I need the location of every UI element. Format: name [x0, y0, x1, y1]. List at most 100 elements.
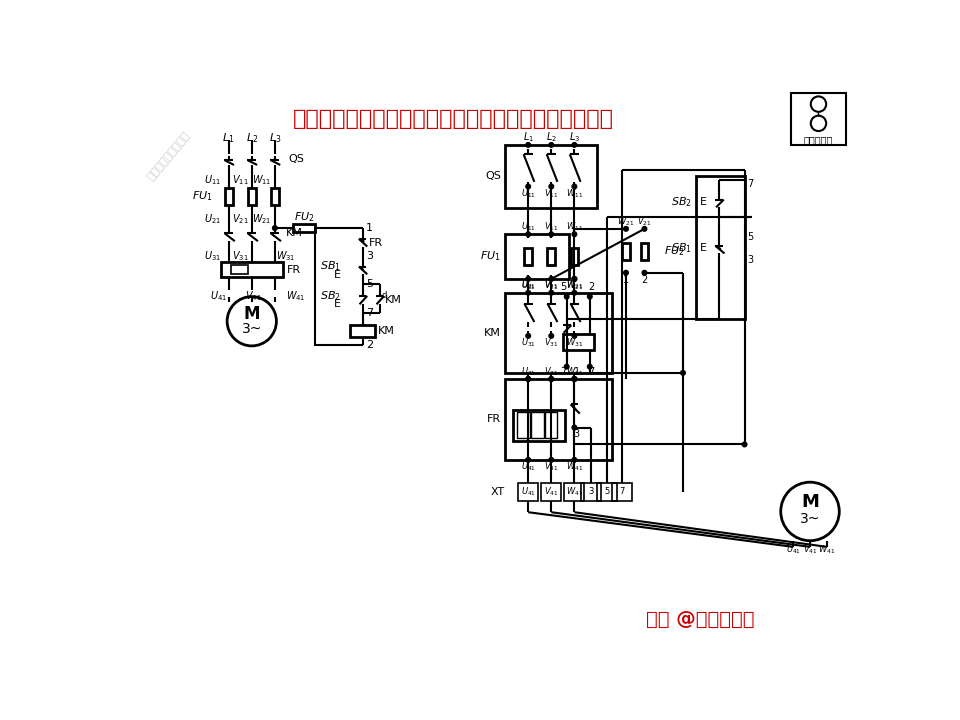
Circle shape: [811, 116, 827, 131]
Circle shape: [572, 377, 577, 382]
Text: E: E: [700, 197, 707, 207]
Text: KM: KM: [485, 328, 501, 338]
Text: $V_{31}$: $V_{31}$: [232, 249, 249, 263]
Text: 5: 5: [366, 279, 372, 289]
Bar: [541, 483, 562, 500]
Bar: [225, 188, 232, 205]
Bar: [294, 224, 315, 232]
Text: $W_{41}$: $W_{41}$: [818, 544, 835, 556]
Circle shape: [526, 457, 531, 462]
Text: $W_{41}$: $W_{41}$: [565, 461, 583, 473]
Text: $U_{11}$: $U_{11}$: [520, 220, 536, 233]
Text: $SB_1$: $SB_1$: [671, 241, 692, 255]
Text: E: E: [334, 270, 341, 280]
Bar: [612, 483, 632, 500]
Bar: [248, 188, 255, 205]
Text: $W_{21}$: $W_{21}$: [617, 216, 635, 228]
Circle shape: [811, 96, 827, 112]
Circle shape: [549, 377, 554, 382]
Text: $U_{21}$: $U_{21}$: [520, 279, 536, 292]
Text: $SB_1$: $SB_1$: [320, 260, 341, 274]
Text: $U_{41}$: $U_{41}$: [210, 289, 228, 302]
Bar: [622, 243, 630, 260]
Text: $W_{11}$: $W_{11}$: [565, 220, 583, 233]
Text: 3: 3: [574, 428, 580, 438]
Text: $W_{31}$: $W_{31}$: [276, 249, 296, 263]
Circle shape: [624, 227, 628, 231]
Bar: [564, 483, 585, 500]
Text: 7: 7: [366, 307, 372, 318]
Circle shape: [549, 232, 554, 237]
Circle shape: [526, 290, 531, 295]
Text: 3~: 3~: [800, 512, 820, 526]
Circle shape: [564, 294, 569, 299]
Text: $V_{21}$: $V_{21}$: [232, 212, 249, 226]
Circle shape: [549, 276, 554, 282]
Text: $L_2$: $L_2$: [246, 131, 258, 145]
Text: $V_{21}$: $V_{21}$: [544, 279, 559, 292]
Circle shape: [588, 364, 592, 369]
Text: M: M: [801, 493, 819, 511]
Text: $SB_2$: $SB_2$: [321, 289, 341, 302]
Text: XT: XT: [491, 487, 505, 497]
Bar: [505, 234, 569, 279]
Text: $W_{11}$: $W_{11}$: [565, 188, 583, 200]
Text: $W_{41}$: $W_{41}$: [565, 485, 583, 498]
Text: FR: FR: [369, 238, 383, 248]
Text: $V_{41}$: $V_{41}$: [544, 485, 559, 498]
Circle shape: [780, 482, 839, 541]
Circle shape: [549, 184, 554, 189]
Text: 三相异步电动机启停控制线路电气原理图和安装接线图: 三相异步电动机启停控制线路电气原理图和安装接线图: [293, 109, 614, 129]
Text: $U_{11}$: $U_{11}$: [204, 174, 221, 187]
Text: 7: 7: [619, 487, 625, 496]
Text: $U_{41}$: $U_{41}$: [520, 485, 536, 498]
Text: 7: 7: [560, 367, 566, 377]
Text: 5: 5: [747, 232, 753, 241]
Circle shape: [228, 297, 276, 346]
Bar: [505, 293, 612, 373]
Bar: [231, 265, 248, 274]
Text: $V_{11}$: $V_{11}$: [544, 220, 559, 233]
Bar: [221, 262, 282, 277]
Text: $L_1$: $L_1$: [522, 130, 534, 144]
Text: $L_3$: $L_3$: [269, 131, 281, 145]
Text: 3~: 3~: [242, 322, 262, 336]
Text: $V_{11}$: $V_{11}$: [544, 188, 559, 200]
Text: $W_{21}$: $W_{21}$: [565, 279, 583, 292]
Circle shape: [549, 290, 554, 295]
Text: $U_{21}$: $U_{21}$: [520, 279, 536, 292]
Bar: [545, 412, 558, 438]
Text: $U_{41}$: $U_{41}$: [520, 461, 536, 473]
Text: $U_{31}$: $U_{31}$: [520, 336, 536, 349]
Circle shape: [549, 377, 554, 382]
Circle shape: [526, 143, 531, 147]
Text: $U_{11}$: $U_{11}$: [520, 188, 536, 200]
Circle shape: [624, 271, 628, 275]
Text: 2: 2: [588, 282, 594, 292]
Text: $W_{11}$: $W_{11}$: [252, 174, 272, 187]
Text: 7: 7: [747, 179, 753, 189]
Circle shape: [526, 377, 531, 382]
Circle shape: [526, 232, 531, 237]
Text: $V_{41}$: $V_{41}$: [245, 289, 262, 302]
Bar: [505, 379, 612, 460]
Circle shape: [572, 276, 577, 282]
Text: E: E: [700, 243, 707, 253]
Circle shape: [549, 457, 554, 462]
Text: 1: 1: [623, 274, 629, 284]
Text: FR: FR: [487, 415, 501, 424]
Text: $FU_2$: $FU_2$: [663, 244, 684, 258]
Text: QS: QS: [486, 171, 501, 181]
Text: KM: KM: [378, 326, 395, 336]
Circle shape: [572, 426, 577, 430]
Text: d: d: [381, 292, 387, 300]
Text: 2: 2: [641, 274, 648, 284]
Bar: [696, 176, 745, 319]
Bar: [640, 243, 648, 260]
Text: $W_{41}$: $W_{41}$: [286, 289, 305, 302]
Text: 2: 2: [366, 340, 372, 350]
Text: $U_{31}$: $U_{31}$: [520, 365, 536, 377]
Text: $W_{31}$: $W_{31}$: [565, 365, 583, 377]
Text: 头条 @一位工程师: 头条 @一位工程师: [646, 610, 755, 629]
Text: 5: 5: [604, 487, 610, 496]
